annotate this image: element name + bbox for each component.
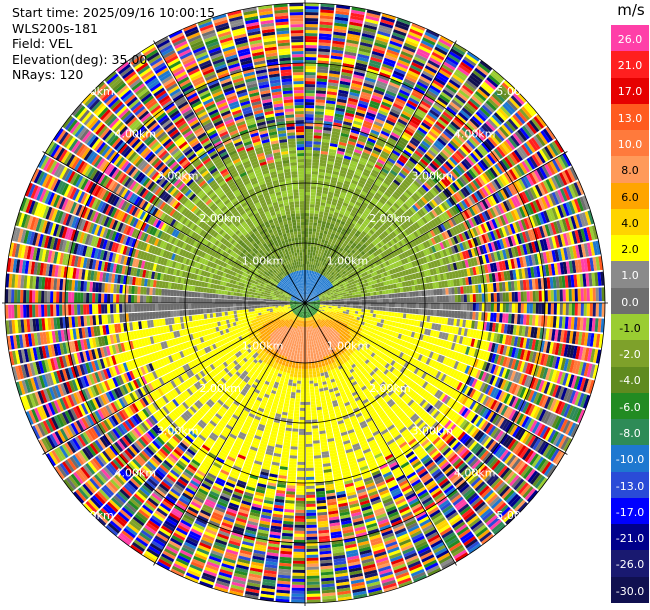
- range-ring-label: 3.00km: [157, 170, 199, 183]
- colorbar-bin: [611, 550, 649, 578]
- colorbar-tick-label: 2.0: [621, 243, 639, 257]
- colorbar-bin: [611, 156, 649, 184]
- colorbar-bin: [611, 524, 649, 551]
- azimuth-line: [304, 151, 568, 304]
- ppi-gates: [5, 3, 605, 603]
- colorbar-bin: [611, 261, 649, 289]
- azimuth-line: [304, 40, 457, 304]
- range-ring-label: 3.00km: [157, 424, 199, 437]
- azimuth-line: [42, 302, 306, 455]
- range-ring-label: 1.00km: [242, 255, 284, 268]
- range-ring-label: 5.00km: [496, 509, 538, 522]
- colorbar-bin: [611, 497, 649, 525]
- azimuth-line: [304, 302, 457, 566]
- colorbar-tick-label: -10.0: [615, 453, 645, 467]
- azimuth-line: [42, 151, 306, 304]
- range-ring-label: 4.00km: [115, 467, 157, 480]
- range-ring-label: 5.00km: [72, 85, 114, 98]
- colorbar-tick-label: 26.0: [617, 32, 643, 46]
- colorbar-bin: [611, 314, 649, 341]
- colorbar-tick-label: 0.0: [621, 295, 639, 309]
- azimuth-line: [153, 302, 306, 566]
- colorbar-bin: [611, 287, 649, 315]
- colorbar-bin: [611, 25, 649, 52]
- colorbar-bin: [611, 471, 649, 499]
- range-ring-label: 5.00km: [496, 85, 538, 98]
- colorbar-bin: [611, 77, 649, 105]
- field-text: Field: VEL: [12, 36, 73, 52]
- range-ring-label: 4.00km: [454, 127, 496, 140]
- colorbar-tick-label: 4.0: [621, 216, 639, 230]
- colorbar-bin: [611, 576, 649, 604]
- colorbar-bin: [611, 103, 649, 131]
- range-ring-label: 2.00km: [369, 212, 411, 225]
- colorbar-tick-label: -1.0: [619, 321, 641, 335]
- colorbar-tick-label: -4.0: [619, 374, 641, 388]
- colorbar-bin: [611, 235, 649, 262]
- colorbar-tick-label: -21.0: [615, 532, 645, 546]
- instrument-text: WLS200s-181: [12, 20, 98, 36]
- colorbar-bin: [611, 419, 649, 446]
- colorbar-tick-label: 6.0: [621, 190, 639, 204]
- colorbar-tick-label: -26.0: [615, 558, 645, 572]
- range-ring-label: 5.00km: [72, 509, 114, 522]
- colorbar-tick-label: -2.0: [619, 348, 641, 362]
- colorbar-tick-label: -30.0: [615, 584, 645, 598]
- start-time-text: Start time: 2025/09/16 10:00:15: [12, 5, 216, 20]
- range-ring-label: 2.00km: [199, 382, 241, 395]
- range-ring-label: 2.00km: [369, 382, 411, 395]
- colorbar-tick-label: 17.0: [617, 85, 643, 99]
- colorbar-tick-label: -17.0: [615, 505, 645, 519]
- range-ring-label: 3.00km: [411, 170, 453, 183]
- colorbar-bin: [611, 182, 649, 210]
- range-ring-label: 1.00km: [242, 339, 284, 352]
- colorbar-tick-label: 21.0: [617, 59, 643, 73]
- colorbar-tick-label: 8.0: [621, 164, 639, 178]
- colorbar-bin: [611, 340, 649, 368]
- range-ring-label: 1.00km: [327, 339, 369, 352]
- colorbar-unit-label: m/s: [617, 1, 645, 19]
- colorbar-tick-label: -6.0: [619, 400, 641, 414]
- colorbar-bin: [611, 51, 649, 79]
- nrays-text: NRays: 120: [12, 67, 84, 83]
- colorbar-tick-label: -13.0: [615, 479, 645, 493]
- colorbar-tick-label: -8.0: [619, 427, 641, 441]
- range-ring-label: 4.00km: [115, 127, 157, 140]
- colorbar-tick-label: 13.0: [617, 111, 643, 125]
- range-ring-label: 3.00km: [411, 424, 453, 437]
- colorbar-bin: [611, 130, 649, 157]
- colorbar-bin: [611, 208, 649, 236]
- range-ring-label: 4.00km: [454, 467, 496, 480]
- range-ring-label: 2.00km: [199, 212, 241, 225]
- elevation-text: Elevation(deg): 35.00: [12, 51, 148, 67]
- range-ring-label: 1.00km: [327, 255, 369, 268]
- colorbar-bin: [611, 392, 649, 420]
- colorbar-tick-label: 1.0: [621, 269, 639, 283]
- colorbar-bin: [611, 445, 649, 473]
- velocity-colorbar: 26.0 21.0 17.0 13.0 10.0 8.0 6.0 4.0 2.0 1.0 0.0 -1…: [611, 25, 649, 604]
- azimuth-line: [153, 40, 306, 304]
- info-panel: Start time: 2025/09/16 10:00:15 WLS200s-…: [12, 5, 215, 83]
- colorbar-tick-label: 10.0: [617, 138, 643, 152]
- colorbar-bin: [611, 366, 649, 394]
- azimuth-line: [304, 302, 568, 455]
